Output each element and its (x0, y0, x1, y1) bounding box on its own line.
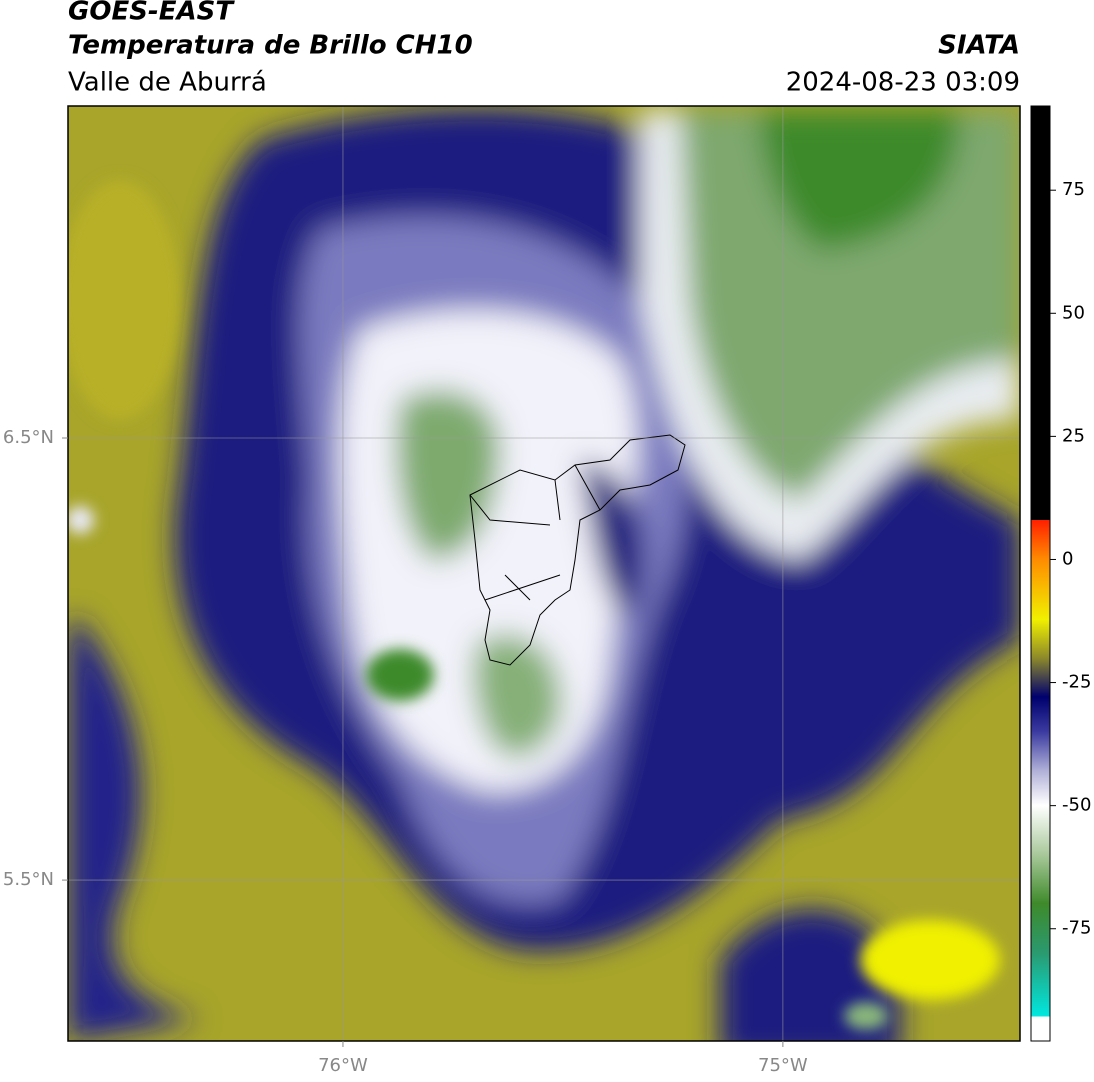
grid (68, 106, 1020, 1041)
colorbar-tick-label: 0 (1062, 548, 1073, 569)
colorbar-tick-label: -50 (1062, 795, 1091, 816)
colorbar-tick-label: 25 (1062, 425, 1085, 446)
colorbar-tick-label: 50 (1062, 302, 1085, 323)
title-line2: Temperatura de Brillo CH10 (68, 31, 473, 61)
x-tick-label: 75°W (758, 1055, 808, 1076)
satellite-image (68, 106, 1020, 1041)
y-tick-label: 6.5°N (3, 427, 54, 448)
colorbar-tick-label: -75 (1062, 918, 1091, 939)
valley-outline (469, 434, 686, 666)
x-tick-label: 76°W (318, 1055, 368, 1076)
colorbar-tick-label: 75 (1062, 179, 1085, 200)
colorbar (1030, 105, 1051, 1042)
cloud-detail (68, 180, 1000, 1030)
colorbar-tick-label: -25 (1062, 672, 1091, 693)
title-line1: GOES-EAST (68, 0, 235, 27)
datetime: 2024-08-23 03:09 (786, 68, 1020, 98)
y-tick-label: 5.5°N (3, 869, 54, 890)
source: SIATA (938, 31, 1020, 61)
map-frame (67, 105, 1021, 1042)
region-name: Valle de Aburrá (68, 68, 267, 98)
